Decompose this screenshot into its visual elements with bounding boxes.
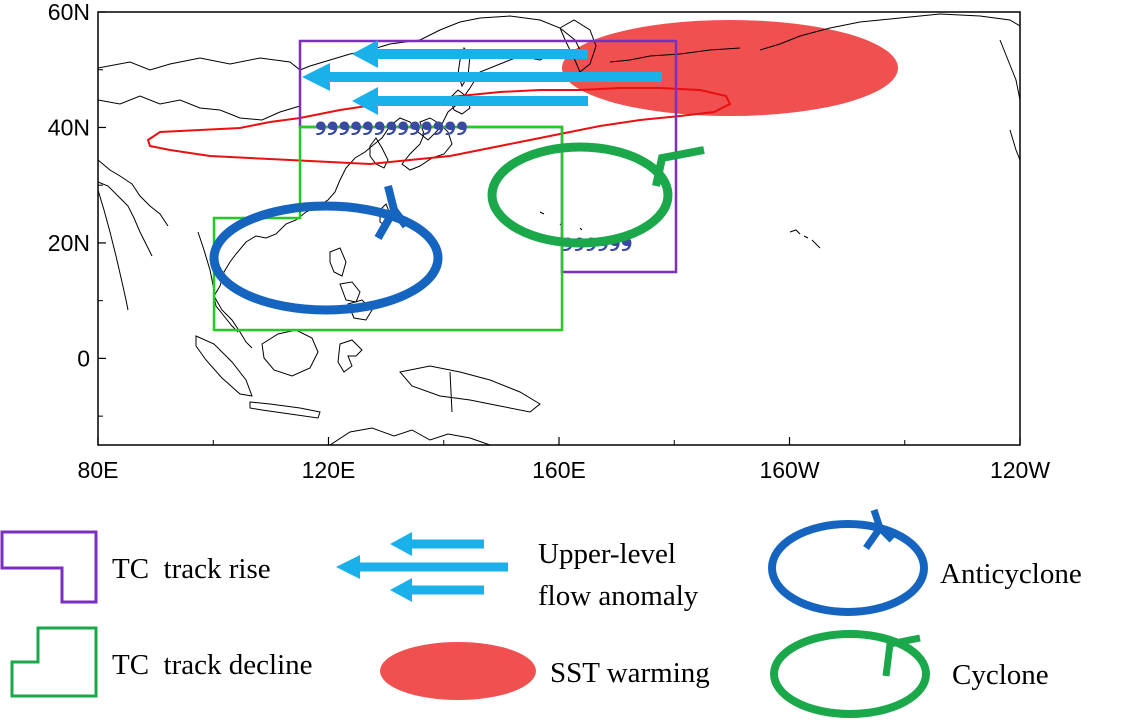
legend-decline-label: TC track decline xyxy=(112,649,313,681)
lon-tick-label: 120E xyxy=(302,457,356,483)
latitude-axis: 60N 40N 20N 0 xyxy=(48,0,106,417)
legend-anticyclone-label: Anticyclone xyxy=(940,558,1082,590)
sst-contour-line xyxy=(146,87,732,166)
lon-tick-label: 160E xyxy=(532,457,586,483)
legend-sst-label: SST warming xyxy=(550,657,710,689)
svg-text:❟❟❟❟❟❟❟❟❟❟❟❟❟: ❟❟❟❟❟❟❟❟❟❟❟❟❟ xyxy=(315,101,468,136)
lat-tick-label: 0 xyxy=(77,345,90,371)
legend-flow-swatch xyxy=(336,532,508,602)
coastlines xyxy=(98,13,1020,445)
legend-cyclone-swatch xyxy=(770,630,930,718)
flow-anomaly-arrows xyxy=(302,40,662,115)
lon-tick-label: 80E xyxy=(78,457,119,483)
anticyclone-map-symbol xyxy=(209,185,443,315)
legend-rise-swatch xyxy=(0,530,98,604)
map-content: ❟❟❟❟❟❟❟❟❟❟❟❟❟ ❟❟❟❟❟❟ xyxy=(98,13,1020,445)
legend-cyclone-label: Cyclone xyxy=(952,659,1049,691)
legend-anticyclone-swatch xyxy=(768,508,928,616)
lon-tick-label: 120W xyxy=(990,457,1050,483)
lat-tick-label: 20N xyxy=(48,230,90,256)
tc-track-decline-region xyxy=(212,125,564,332)
lat-tick-label: 40N xyxy=(48,114,90,140)
legend-decline-swatch xyxy=(10,626,98,698)
tc-symbols-north: ❟❟❟❟❟❟❟❟❟❟❟❟❟ xyxy=(315,101,468,136)
cyclone-map-symbol xyxy=(487,142,705,248)
lat-tick-label: 60N xyxy=(48,0,90,25)
legend: TC track rise TC track decline Upper-lev… xyxy=(0,508,1082,718)
longitude-axis: 80E 120E 160E 160W 120W xyxy=(78,437,1050,483)
sst-warming-patch xyxy=(562,20,898,116)
legend-sst-swatch xyxy=(380,642,536,700)
lon-tick-label: 160W xyxy=(759,457,819,483)
legend-flow-label-1: Upper-level xyxy=(538,538,676,570)
legend-rise-label: TC track rise xyxy=(112,553,271,585)
legend-flow-label-2: flow anomaly xyxy=(538,580,699,612)
